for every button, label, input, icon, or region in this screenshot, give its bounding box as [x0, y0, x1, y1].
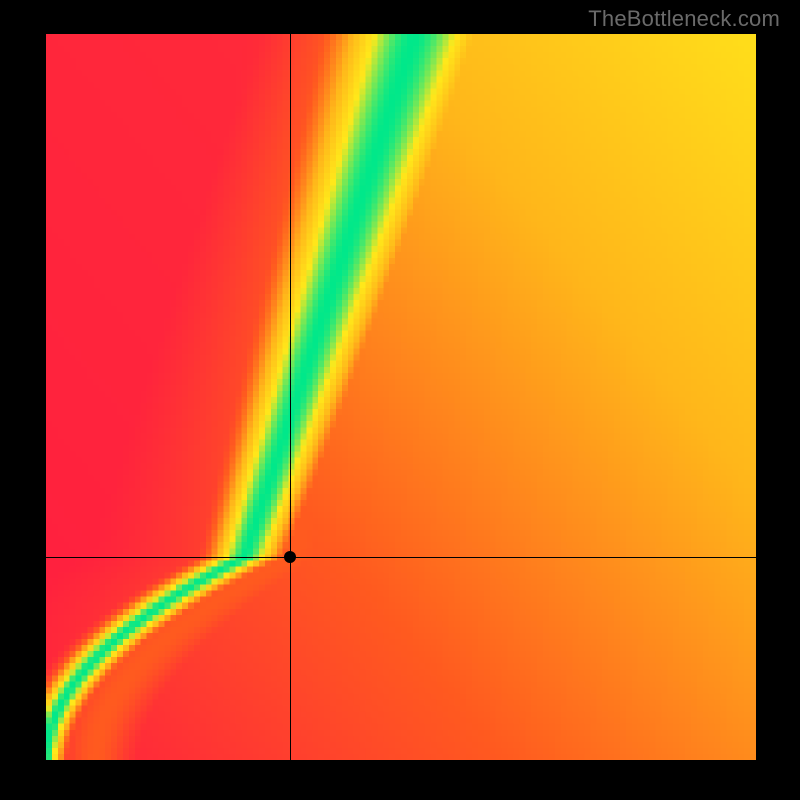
crosshair-vertical [290, 34, 291, 760]
heatmap-canvas [46, 34, 756, 760]
heatmap-plot-area [46, 34, 756, 760]
chart-frame: TheBottleneck.com [0, 0, 800, 800]
marker-dot [284, 551, 296, 563]
watermark-text: TheBottleneck.com [588, 6, 780, 32]
crosshair-horizontal [46, 557, 756, 558]
